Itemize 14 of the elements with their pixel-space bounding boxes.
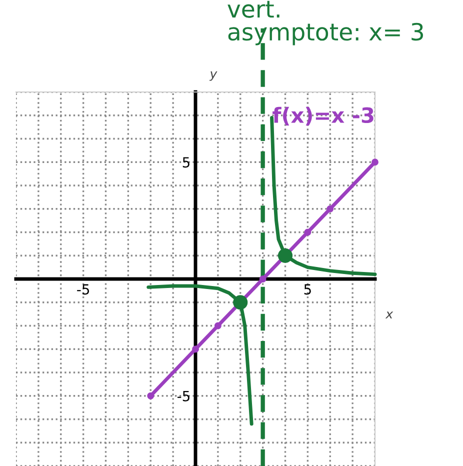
ref-line-label: vert. asymptote: x= 3: [228, 0, 423, 46]
point: [259, 276, 266, 282]
point: [192, 346, 199, 353]
y-axis-title: y: [209, 71, 218, 81]
point: [147, 392, 154, 400]
x-axis-title: x: [385, 312, 394, 318]
series-label: f(x)=x -3: [272, 106, 374, 126]
point: [233, 295, 248, 310]
point: [372, 158, 378, 166]
point: [278, 248, 293, 263]
point: [214, 322, 222, 330]
point: [326, 205, 334, 212]
point: [304, 228, 312, 236]
line-series: [146, 284, 254, 426]
